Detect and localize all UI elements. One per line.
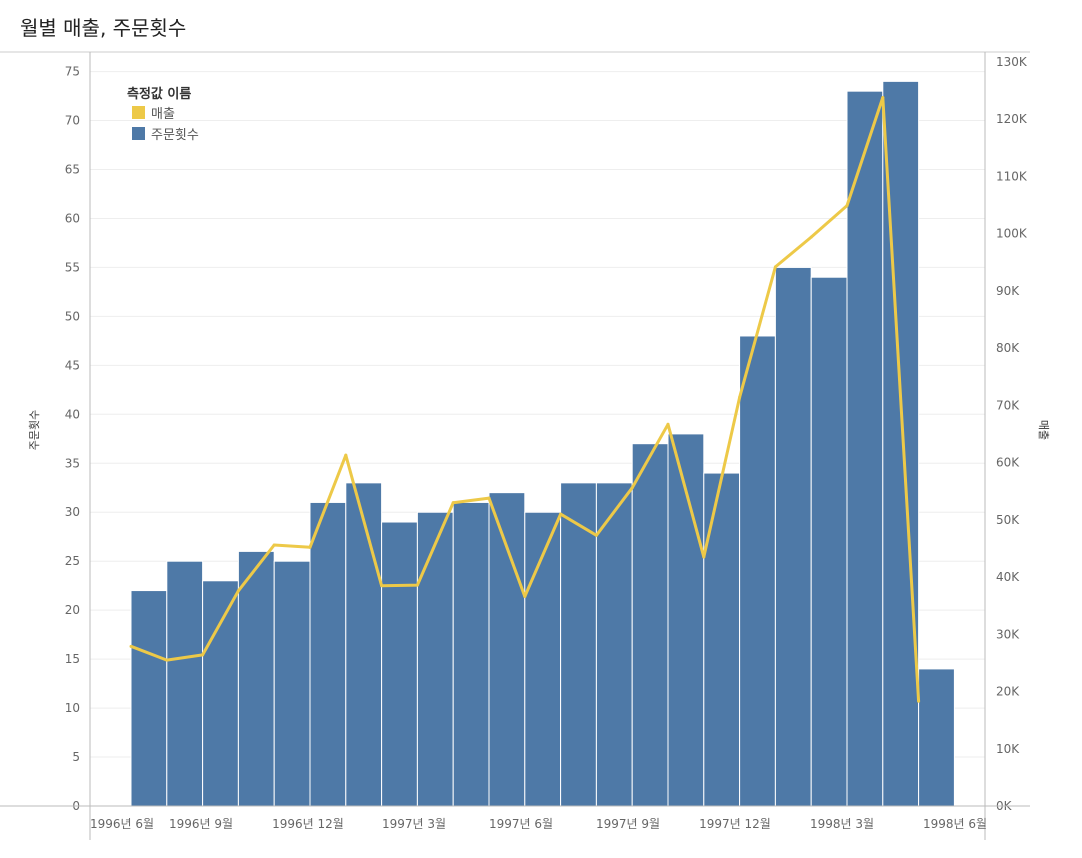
line-point-sales — [308, 545, 312, 549]
y2-axis-tick-label: 70K — [996, 398, 1020, 412]
y-axis-tick-label: 20 — [65, 603, 80, 617]
line-point-sales — [594, 533, 598, 537]
legend-item-label: 주문횟수 — [151, 128, 199, 143]
bar-orders — [703, 472, 741, 807]
x-axis-tick-label: 1997년 3월 — [382, 817, 446, 831]
line-point-sales — [917, 699, 921, 703]
x-axis-tick-label: 1997년 9월 — [596, 817, 660, 831]
line-point-sales — [201, 653, 205, 657]
y2-axis-tick-label: 40K — [996, 570, 1020, 584]
line-series-sales — [129, 95, 921, 703]
bar-orders — [560, 482, 597, 807]
y2-axis-tick-label: 90K — [996, 284, 1020, 298]
x-axis-tick-label: 1996년 9월 — [169, 817, 233, 831]
x-axis-tick-label: 1996년 6월 — [90, 817, 154, 831]
bar-orders — [667, 433, 705, 807]
y-axis-tick-label: 40 — [65, 407, 80, 421]
axes: 0510152025303540455055606570750K10K20K30… — [0, 51, 1050, 840]
legend-swatch — [132, 127, 145, 140]
y2-axis-title: 매출 — [1037, 420, 1050, 440]
bar-orders — [810, 276, 848, 807]
bar-orders — [381, 521, 418, 807]
bar-orders — [631, 443, 669, 807]
bar-orders — [452, 501, 490, 807]
y2-axis-tick-label: 80K — [996, 341, 1020, 355]
x-axis-tick-label: 1996년 12월 — [272, 817, 344, 831]
bar-orders — [595, 482, 633, 807]
x-axis-tick-label: 1997년 6월 — [489, 817, 553, 831]
y-axis-tick-label: 25 — [65, 554, 80, 568]
y-axis-tick-label: 60 — [65, 211, 80, 225]
y-axis-tick-label: 35 — [65, 456, 80, 470]
bar-orders — [524, 511, 562, 807]
line-point-sales — [236, 589, 240, 593]
line-point-sales — [809, 235, 813, 239]
bar-orders — [309, 501, 347, 807]
y2-axis-tick-label: 110K — [996, 169, 1028, 183]
x-axis-tick-label: 1998년 3월 — [810, 817, 874, 831]
y-axis-tick-label: 45 — [65, 358, 80, 372]
x-axis-tick-label: 1997년 12월 — [699, 817, 771, 831]
line-point-sales — [630, 486, 634, 490]
line-point-sales — [845, 204, 849, 208]
bar-orders — [345, 482, 383, 807]
y2-axis-tick-label: 10K — [996, 742, 1020, 756]
x-axis-tick-label: 1998년 6월 — [923, 817, 987, 831]
y-axis-tick-label: 5 — [72, 750, 80, 764]
page-title: 월별 매출, 주문횟수 — [20, 16, 187, 40]
y-axis-tick-label: 70 — [65, 114, 80, 128]
line-point-sales — [451, 501, 455, 505]
bar-orders — [130, 590, 168, 807]
y2-axis-tick-label: 20K — [996, 685, 1020, 699]
y-axis-tick-label: 75 — [65, 65, 80, 79]
bar-orders — [237, 550, 275, 807]
line-point-sales — [738, 395, 742, 399]
y2-axis-tick-label: 130K — [996, 55, 1028, 69]
bar-orders — [202, 580, 239, 807]
y2-axis-tick-label: 100K — [996, 227, 1028, 241]
y2-axis-tick-label: 30K — [996, 627, 1020, 641]
line-point-sales — [380, 584, 384, 588]
legend-item-label: 매출 — [151, 107, 175, 122]
bar-orders — [918, 668, 955, 807]
bar-orders — [739, 335, 776, 807]
line-point-sales — [702, 555, 706, 559]
y-axis-tick-label: 65 — [65, 163, 80, 177]
line-point-sales — [415, 583, 419, 587]
line-point-sales — [881, 95, 885, 99]
line-point-sales — [272, 543, 276, 547]
line-point-sales — [666, 422, 670, 426]
y-axis-tick-label: 30 — [65, 505, 80, 519]
y-axis-tick-label: 15 — [65, 652, 80, 666]
legend-swatch — [132, 106, 145, 119]
line-point-sales — [773, 265, 777, 269]
bar-orders — [846, 90, 884, 807]
bar-orders — [166, 560, 204, 807]
y-axis-tick-label: 55 — [65, 260, 80, 274]
bar-orders — [488, 492, 526, 807]
line-point-sales — [129, 644, 133, 648]
line-point-sales — [559, 512, 563, 516]
bar-series-orders — [130, 80, 955, 807]
y2-axis-tick-label: 50K — [996, 513, 1020, 527]
y-axis-tick-label: 10 — [65, 701, 80, 715]
line-point-sales — [487, 496, 491, 500]
y2-axis-tick-label: 120K — [996, 112, 1028, 126]
line-point-sales — [523, 595, 527, 599]
line-point-sales — [165, 658, 169, 662]
bar-orders — [416, 511, 454, 807]
y2-axis-tick-label: 60K — [996, 456, 1020, 470]
y-axis-tick-label: 50 — [65, 309, 80, 323]
bar-orders — [273, 560, 311, 807]
y-axis-title: 주문횟수 — [28, 410, 41, 450]
legend-title: 측정값 이름 — [127, 86, 191, 102]
line-point-sales — [344, 453, 348, 457]
bar-orders — [774, 266, 812, 807]
